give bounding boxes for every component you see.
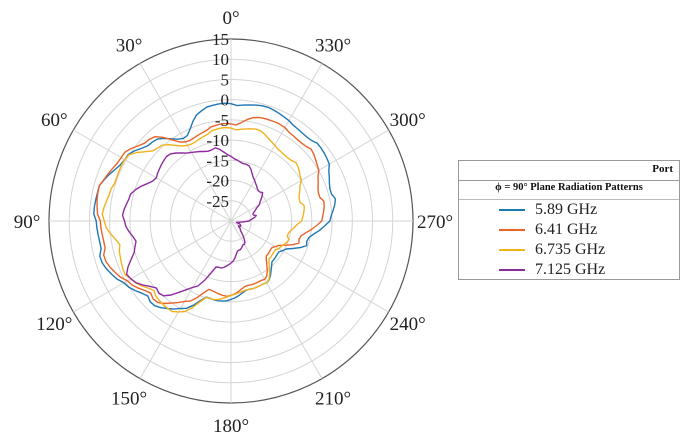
legend-item-5-89-ghz: 5.89 GHz — [459, 200, 679, 220]
radial-tick-label: 10 — [212, 50, 229, 69]
legend-label: 6.735 GHz — [535, 241, 606, 258]
angle-tick-label: 60° — [41, 110, 68, 131]
radial-tick-label: -25 — [206, 192, 229, 211]
series-line-7-125-ghz — [121, 147, 264, 297]
legend-swatch — [499, 209, 525, 211]
legend-items: 5.89 GHz 6.41 GHz 6.735 GHz 7.125 GHz — [459, 199, 679, 280]
legend-label: 5.89 GHz — [535, 201, 598, 218]
legend-swatch — [499, 229, 525, 231]
angle-tick-label: 180° — [213, 416, 249, 435]
grid-spoke — [230, 129, 389, 222]
series-layer — [93, 102, 337, 313]
legend-title: Port — [652, 163, 673, 175]
radial-tick-label: -20 — [206, 172, 229, 191]
legend-swatch — [499, 269, 525, 271]
legend-swatch — [499, 249, 525, 251]
angle-tick-label: 240° — [390, 314, 426, 335]
radial-tick-label: 5 — [221, 70, 230, 89]
angle-tick-labels: 0° 30° 60° 90° 120° 150° 180° 210° 240° 270° 300° 3… — [14, 8, 453, 435]
angle-tick-label: 120° — [36, 314, 72, 335]
series-line-6-735-ghz — [101, 126, 305, 313]
legend-label: 6.41 GHz — [535, 221, 598, 238]
angle-tick-label: 300° — [390, 110, 426, 131]
radial-tick-label: -15 — [206, 151, 229, 170]
angle-tick-label: 30° — [116, 35, 143, 56]
angle-tick-label: 210° — [315, 389, 351, 410]
legend-item-7-125-ghz: 7.125 GHz — [459, 260, 679, 280]
angle-tick-label: 0° — [222, 8, 239, 29]
grid-spoke — [230, 63, 323, 222]
radial-tick-label: -10 — [206, 131, 229, 150]
angle-tick-label: 270° — [417, 212, 453, 233]
angle-tick-label: 150° — [111, 389, 147, 410]
radial-tick-label: 0 — [221, 91, 230, 110]
grid-spoke — [73, 220, 232, 313]
legend-item-6-41-ghz: 6.41 GHz — [459, 220, 679, 240]
legend-subtitle: ϕ = 90° Plane Radiation Patterns — [459, 180, 679, 193]
legend-label: 7.125 GHz — [535, 261, 606, 278]
angle-tick-label: 90° — [14, 212, 41, 233]
legend-item-6-735-ghz: 6.735 GHz — [459, 240, 679, 260]
grid-spoke — [230, 220, 323, 379]
angle-tick-label: 330° — [315, 35, 351, 56]
radial-tick-label: 15 — [212, 30, 229, 49]
radial-tick-label: -5 — [215, 111, 229, 130]
grid-spoke — [73, 129, 232, 222]
grid-spoke — [230, 220, 389, 313]
legend: Port ϕ = 90° Plane Radiation Patterns 5.… — [458, 160, 680, 280]
grid-spoke — [139, 220, 232, 379]
